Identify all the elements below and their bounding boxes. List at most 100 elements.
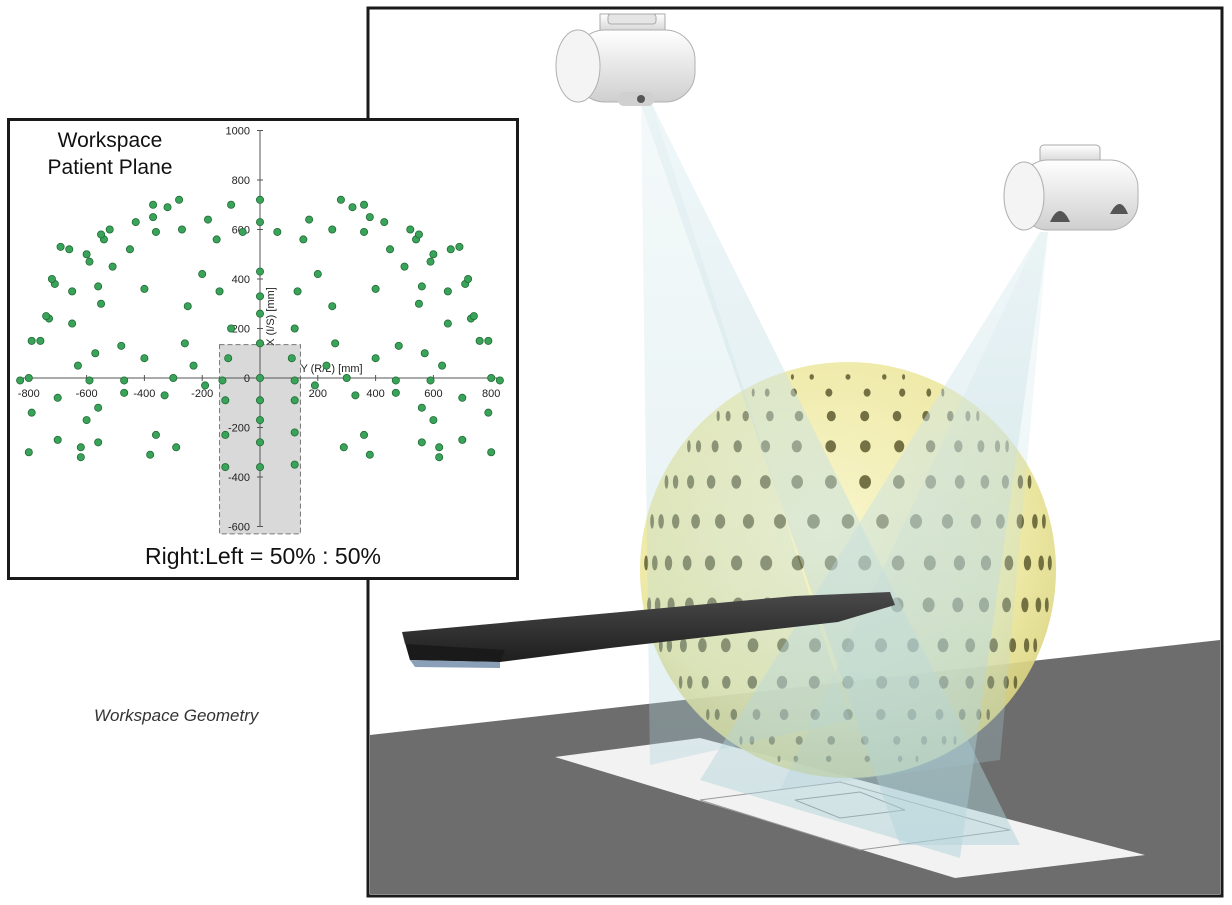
sphere-dot (1033, 638, 1038, 653)
data-point (429, 250, 438, 259)
x-tick-label: 800 (482, 388, 500, 400)
sphere-dot (894, 440, 905, 453)
data-point (53, 435, 62, 444)
y-tick-label: -600 (228, 522, 250, 534)
data-point (446, 245, 455, 254)
data-point (146, 450, 155, 459)
data-point (180, 339, 189, 348)
data-point (426, 257, 435, 266)
sphere-dot (860, 410, 870, 422)
data-point (131, 218, 140, 227)
data-point (360, 227, 369, 236)
data-point (429, 416, 438, 425)
data-point (414, 299, 423, 308)
data-point (120, 388, 129, 397)
sphere-dot (1023, 555, 1032, 571)
data-point (290, 396, 299, 405)
data-point (125, 245, 134, 254)
data-point (365, 450, 374, 459)
sphere-dot (899, 388, 906, 397)
data-point (221, 396, 230, 405)
data-point (212, 235, 221, 244)
sphere-dot (926, 388, 932, 397)
sphere-dot (825, 440, 836, 453)
data-point (475, 336, 484, 345)
data-point (342, 373, 351, 382)
sphere-dot (892, 410, 902, 422)
data-point (400, 262, 409, 271)
data-point (94, 282, 103, 291)
data-point (198, 270, 207, 279)
data-point (290, 428, 299, 437)
data-point (443, 287, 452, 296)
data-point (85, 257, 94, 266)
data-point (227, 200, 236, 209)
x-axis-label: Y (R/L) [mm] (300, 363, 362, 375)
data-point (68, 287, 77, 296)
data-point (495, 376, 504, 385)
data-point (414, 230, 423, 239)
data-point (255, 218, 264, 227)
data-point (348, 203, 357, 212)
data-point (24, 373, 33, 382)
y-tick-label: 0 (244, 373, 250, 385)
y-tick-label: -200 (228, 423, 250, 435)
data-point (351, 391, 360, 400)
data-point (169, 373, 178, 382)
data-point (336, 195, 345, 204)
sphere-dot (1038, 555, 1044, 571)
data-point (218, 376, 227, 385)
x-tick-label: -400 (133, 388, 155, 400)
data-point (438, 361, 447, 370)
data-point (313, 270, 322, 279)
data-point (299, 235, 308, 244)
data-point (273, 227, 282, 236)
data-point (255, 438, 264, 447)
ratio-text: Right:Left = 50% : 50% (145, 543, 381, 569)
data-point (458, 435, 467, 444)
sphere-dot (1009, 638, 1017, 653)
data-point (149, 200, 158, 209)
data-point (97, 299, 106, 308)
data-point (255, 292, 264, 301)
data-point (487, 373, 496, 382)
workspace-scatter-chart: -800 -600 -400 -200 200 400 600 800 -600 -400 -200… (16, 126, 504, 535)
data-point (183, 302, 192, 311)
data-point (151, 430, 160, 439)
data-point (331, 339, 340, 348)
sphere-dot (790, 374, 794, 380)
sphere-dot (826, 410, 836, 422)
data-point (365, 213, 374, 222)
data-point (76, 453, 85, 462)
data-point (290, 460, 299, 469)
data-point (27, 408, 36, 417)
data-point (255, 267, 264, 276)
data-point (380, 218, 389, 227)
y-tick-label: 200 (232, 324, 250, 336)
sphere-dot (1035, 597, 1042, 613)
data-point (27, 336, 36, 345)
data-point (68, 319, 77, 328)
sphere-dot (825, 388, 833, 397)
sphere-dot (1013, 675, 1018, 689)
x-tick-label: -200 (191, 388, 213, 400)
data-point (339, 443, 348, 452)
data-point (177, 225, 186, 234)
sphere-dot (845, 374, 851, 380)
data-point (94, 438, 103, 447)
y-tick-label: 800 (232, 175, 250, 187)
data-point (108, 262, 117, 271)
data-point (82, 416, 91, 425)
data-point (120, 376, 129, 385)
data-point (360, 200, 369, 209)
x-tick-label: -800 (18, 388, 40, 400)
sphere-dot (1027, 475, 1032, 489)
data-point (163, 203, 172, 212)
data-point (455, 242, 464, 251)
data-point (255, 339, 264, 348)
data-point (215, 287, 224, 296)
sphere-dot (902, 374, 906, 380)
data-point (322, 361, 331, 370)
data-point (487, 448, 496, 457)
data-point (201, 381, 210, 390)
